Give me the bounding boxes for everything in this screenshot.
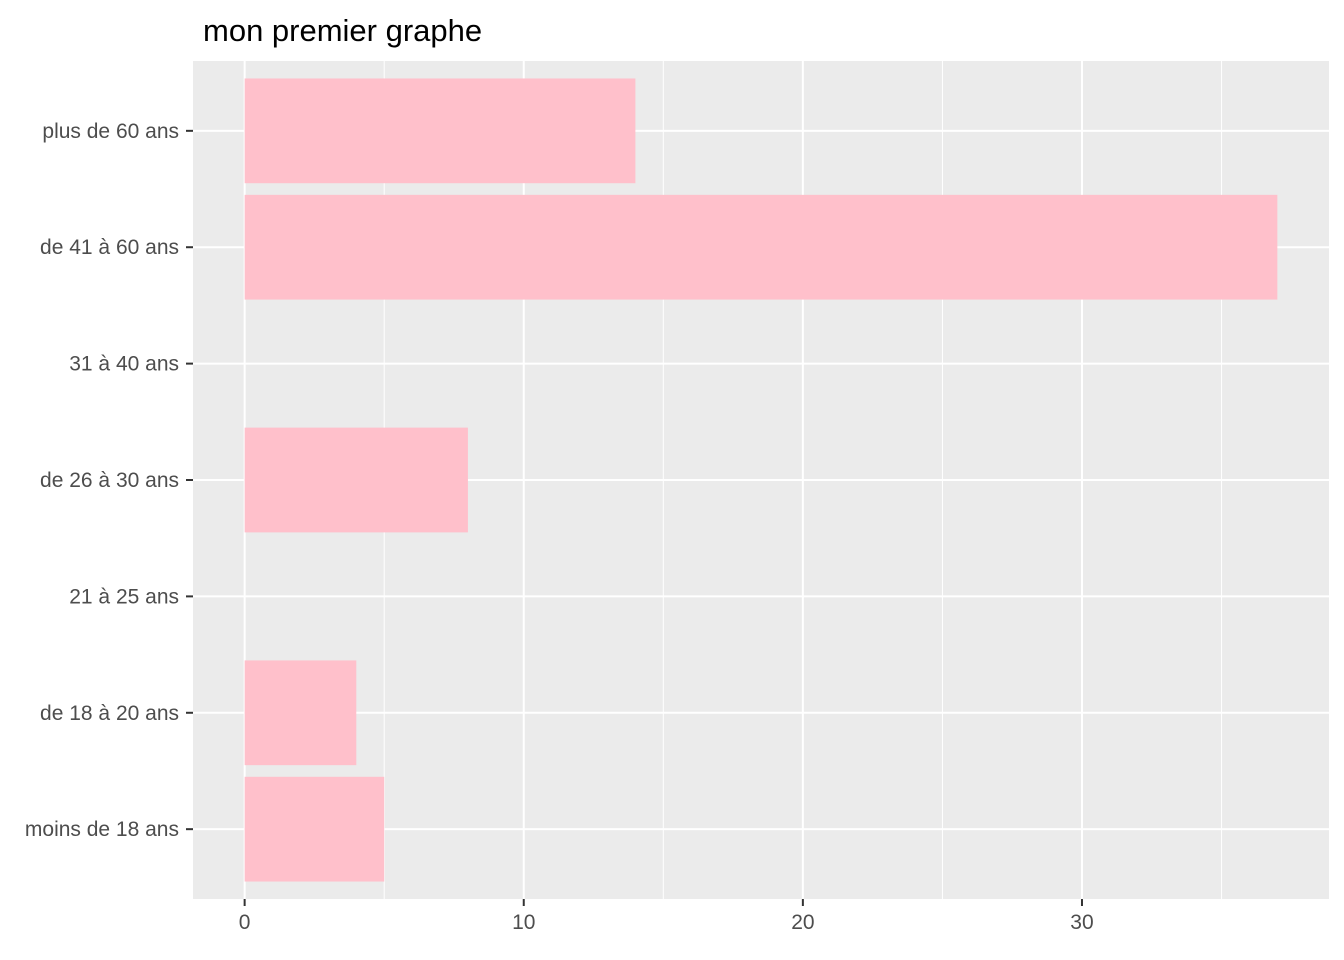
y-axis: moins de 18 ans de 18 à 20 ans 21 à 25 ans…	[25, 120, 193, 841]
bar	[244, 194, 1278, 300]
x-tick-label: 20	[791, 911, 814, 934]
y-tick-label: 21 à 25 ans	[69, 585, 179, 608]
chart-title: mon premier graphe	[203, 13, 482, 48]
bar	[244, 427, 468, 533]
y-tick-label: de 41 à 60 ans	[40, 236, 179, 259]
y-tick-label: de 26 à 30 ans	[40, 469, 179, 492]
bar	[244, 776, 385, 882]
bar	[244, 660, 357, 766]
y-tick-label: moins de 18 ans	[25, 818, 179, 841]
y-tick-label: plus de 60 ans	[42, 120, 179, 143]
bar	[244, 78, 636, 184]
x-axis: 0 10 20 30	[239, 899, 1094, 934]
bars	[244, 78, 1278, 882]
x-tick-label: 10	[512, 911, 535, 934]
x-tick-label: 30	[1070, 911, 1093, 934]
y-tick-label: de 18 à 20 ans	[40, 702, 179, 725]
y-tick-label: 31 à 40 ans	[69, 353, 179, 376]
x-tick-label: 0	[239, 911, 251, 934]
